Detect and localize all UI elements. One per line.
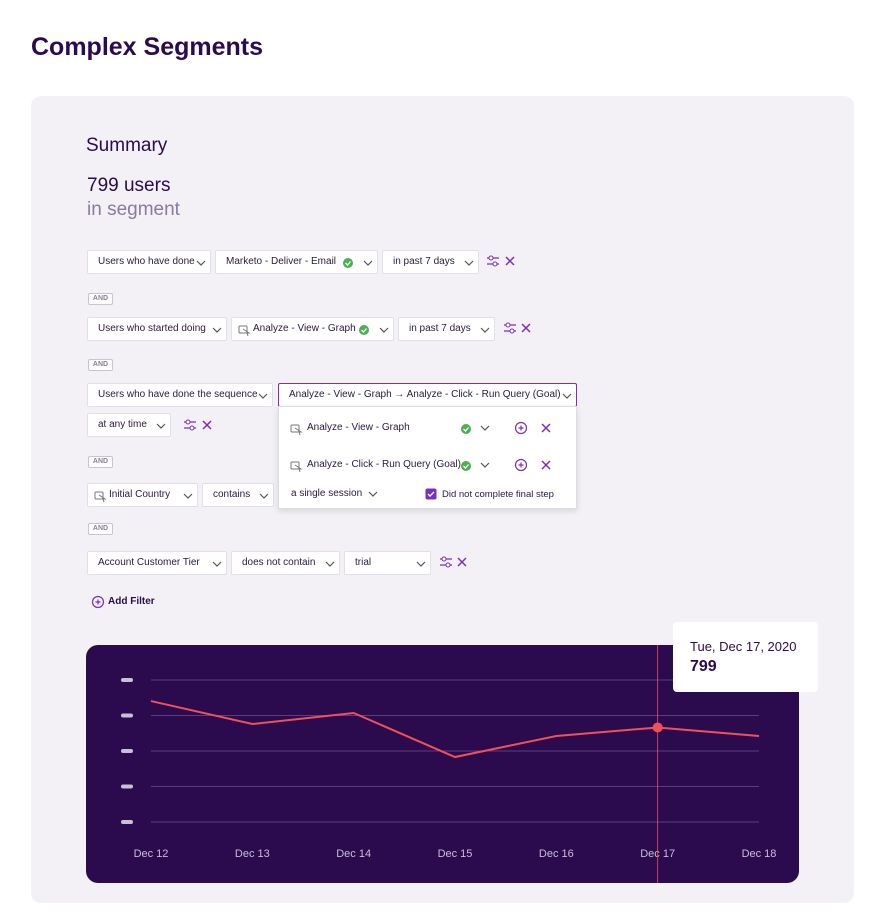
dropdown[interactable]: Account Customer Tier [87,551,227,575]
verified-icon [342,257,354,269]
session-select[interactable]: a single session [291,488,363,499]
add-filter-icon[interactable] [91,595,105,609]
chevron [211,324,223,336]
chevron [324,558,336,570]
dropdown[interactable]: Users who have done [87,250,211,274]
chevron [211,558,223,570]
dropdown[interactable]: Users who started doing [87,317,227,341]
edit-filter-button[interactable] [486,254,500,268]
and-connector: AND [88,293,113,305]
y-tick-placeholder [121,820,133,824]
sequence-step[interactable]: Analyze - View - Graph [307,422,410,433]
remove-filter-button[interactable] [503,254,517,268]
and-connector: AND [88,359,113,371]
dropdown[interactable]: contains [202,483,274,507]
chevron [195,257,207,269]
chart-background [86,645,799,883]
page-title: Complex Segments [31,33,264,61]
chevron [415,558,427,570]
dropdown[interactable]: trial [344,551,431,575]
chevron [463,257,475,269]
dropdown-text: Users who started doing [98,323,206,334]
step-icon [290,422,303,436]
chevron [182,490,194,502]
dropdown-text: in past 7 days [393,256,455,267]
summary-title: Summary [86,135,168,156]
y-tick-placeholder [121,678,133,682]
edit-filter-button[interactable] [439,555,453,569]
remove-step-button[interactable] [539,458,553,472]
add-step-button[interactable] [514,458,528,472]
chevron [561,390,573,402]
dropdown[interactable]: Analyze - View - Graph → Analyze - Click… [278,383,577,407]
checkbox[interactable] [425,488,437,500]
chevron[interactable] [479,422,491,434]
remove-filter-button[interactable] [455,555,469,569]
dropdown[interactable]: does not contain [231,551,340,575]
chart: Dec 12 Dec 13 Dec 14 Dec 15 Dec 16 Dec 17 Dec … [86,645,799,883]
and-connector: AND [88,456,113,468]
y-tick-placeholder [121,713,133,718]
tooltip-date: Tue, Dec 17, 2020 [690,639,797,654]
dropdown[interactable]: Initial Country [87,483,198,507]
verified-icon [460,460,472,472]
sequence-step[interactable]: Analyze - Click - Run Query (Goal) [307,459,461,470]
dropdown[interactable]: Marketo - Deliver - Email [215,250,378,274]
chevron [479,324,491,336]
chevron [155,420,167,432]
dropdown[interactable]: at any time [87,413,171,437]
dropdown-text: Analyze - View - Graph → Analyze - Click… [289,389,561,400]
chevron [257,390,269,402]
chevron[interactable] [367,488,379,500]
dropdown[interactable]: Users who have done the sequence [87,383,273,407]
x-tick-label: Dec 13 [235,848,270,860]
dropdown-text: Initial Country [109,489,171,500]
summary-caption: in segment [87,199,180,220]
dropdown-text: Analyze - View - Graph [253,323,356,334]
step-icon [290,459,303,473]
remove-filter-button[interactable] [200,418,214,432]
chevron [362,257,374,269]
chevron [378,324,390,336]
x-tick-label: Dec 14 [336,848,371,860]
dropdown-text: at any time [98,419,147,430]
y-tick-placeholder [121,749,133,753]
tooltip: Tue, Dec 17, 2020 799 [673,622,818,692]
dropdown[interactable]: in past 7 days [398,317,495,341]
dropdown-text: Account Customer Tier [98,557,200,568]
dropdown-text: Marketo - Deliver - Email [226,256,337,267]
dropdown-text: Users who have done the sequence [98,389,258,400]
dropdown-icon [94,489,107,503]
and-connector: AND [88,523,113,535]
checkbox-label: Did not complete final step [442,489,554,500]
dropdown-text: contains [213,489,251,500]
edit-filter-button[interactable] [503,321,517,335]
tooltip-value: 799 [690,658,717,675]
remove-step-button[interactable] [539,421,553,435]
remove-filter-button[interactable] [519,321,533,335]
dropdown-text: does not contain [242,557,316,568]
hover-point [652,722,663,733]
dropdown[interactable]: Analyze - View - Graph [231,317,394,341]
x-tick-label: Dec 12 [134,848,169,860]
dropdown[interactable]: in past 7 days [382,250,479,274]
sequence-menu: Analyze - View - Graph Analyze - Click - … [278,406,577,509]
chevron[interactable] [479,459,491,471]
dropdown-icon [238,323,251,337]
x-tick-label: Dec 15 [438,848,473,860]
verified-icon [460,423,472,435]
dropdown-text: Users who have done [98,256,195,267]
add-step-button[interactable] [514,421,528,435]
dropdown-text: in past 7 days [409,323,471,334]
verified-icon [358,324,370,336]
x-tick-label: Dec 16 [539,848,574,860]
add-filter-button[interactable]: Add Filter [108,596,155,607]
chevron [258,490,270,502]
x-tick-label: Dec 18 [742,848,777,860]
dropdown-text: trial [355,557,372,568]
y-tick-placeholder [121,784,133,789]
edit-filter-button[interactable] [183,418,197,432]
summary-count: 799 users [87,175,171,196]
